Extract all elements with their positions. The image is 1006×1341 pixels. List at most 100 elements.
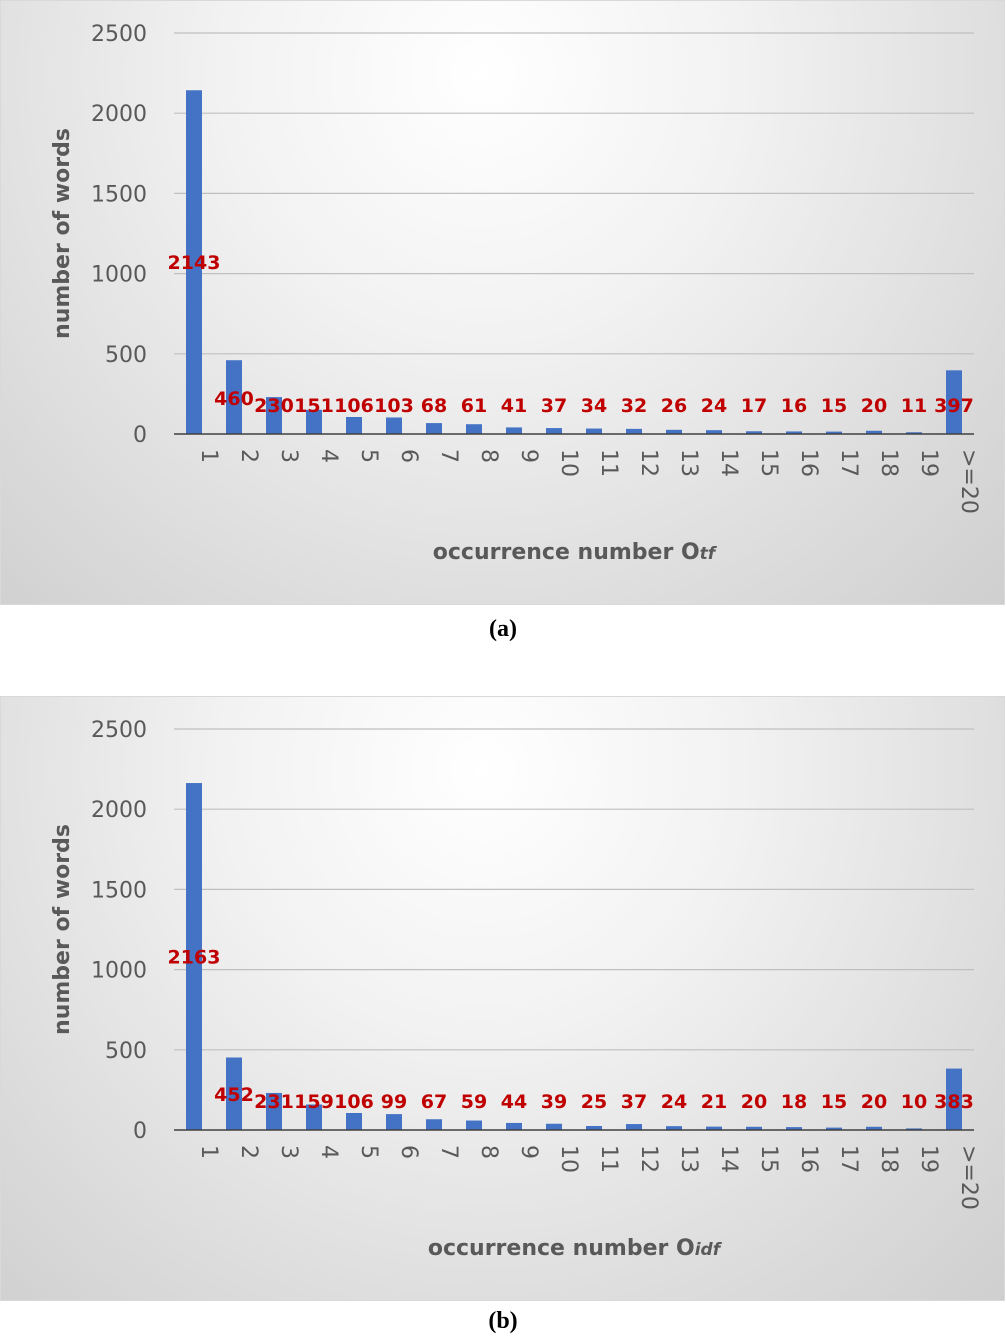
x-tick-label: 14 <box>716 1145 741 1173</box>
data-label: 99 <box>381 1091 407 1113</box>
data-label: 11 <box>901 395 927 417</box>
figure-a: 0 500 1000 1500 2000 2500 1 2 3 4 5 6 7 8 9 10 11 12 13 14 1… <box>0 0 1006 660</box>
x-tick-label: 16 <box>796 449 821 477</box>
x-tick-label: 19 <box>916 449 941 477</box>
figure-b: 0 500 1000 1500 2000 2500 1 2 3 4 5 6 7 8 9 10 11 12 13 14 1… <box>0 696 1006 1341</box>
y-tick-label: 1000 <box>91 263 147 288</box>
x-tick-label: 13 <box>676 1145 701 1173</box>
x-tick-label: 17 <box>836 1145 861 1173</box>
data-label: 37 <box>541 395 567 417</box>
x-tick-label: 15 <box>756 449 781 477</box>
x-tick-label: 8 <box>476 449 501 463</box>
x-tick-label: 5 <box>356 449 381 463</box>
data-label: 24 <box>661 1091 687 1113</box>
bar <box>746 1126 762 1130</box>
bar <box>506 1122 522 1130</box>
x-tick-label: 7 <box>436 449 461 463</box>
data-label: 68 <box>421 395 447 417</box>
data-label: 151 <box>294 395 334 417</box>
data-label: 26 <box>661 395 687 417</box>
bar <box>586 1125 602 1130</box>
bar <box>346 416 362 434</box>
x-axis-title-main: occurrence number O <box>428 1236 695 1261</box>
chart-panel-b: 0 500 1000 1500 2000 2500 1 2 3 4 5 6 7 8 9 10 11 12 13 14 1… <box>0 696 1005 1301</box>
x-tick-label: 1 <box>196 449 221 463</box>
data-label: 452 <box>214 1084 254 1106</box>
data-label: 106 <box>334 1091 374 1113</box>
y-tick-label: 1000 <box>91 959 147 984</box>
data-label: 2143 <box>168 252 221 274</box>
bar <box>386 1114 402 1130</box>
bar <box>226 1057 242 1130</box>
bar <box>906 1128 922 1130</box>
bar <box>666 429 682 434</box>
x-axis-title-subscript: tf <box>700 544 718 564</box>
x-axis-title: occurrence number Oidf <box>428 1236 723 1261</box>
y-tick-label: 0 <box>133 423 147 448</box>
figure-caption-b: (b) <box>488 1308 518 1334</box>
x-tick-label: 12 <box>636 449 661 477</box>
data-label: 39 <box>541 1091 567 1113</box>
x-tick-label: 19 <box>916 1145 941 1173</box>
y-tick-label: 2500 <box>91 718 147 743</box>
data-label: 159 <box>294 1091 334 1113</box>
data-label: 231 <box>254 1091 294 1113</box>
x-tick-label: 18 <box>876 449 901 477</box>
data-label: 34 <box>581 395 607 417</box>
data-label: 17 <box>741 395 767 417</box>
data-label: 18 <box>781 1091 807 1113</box>
x-tick-label: 11 <box>596 449 621 477</box>
data-label: 16 <box>781 395 807 417</box>
bar <box>746 431 762 434</box>
x-tick-label: 6 <box>396 449 421 463</box>
bar <box>946 370 962 434</box>
data-label: 20 <box>861 395 887 417</box>
bar <box>546 428 562 434</box>
bar <box>626 428 642 434</box>
chart-panel-a: 0 500 1000 1500 2000 2500 1 2 3 4 5 6 7 8 9 10 11 12 13 14 1… <box>0 0 1005 605</box>
x-tick-label: 1 <box>196 1145 221 1159</box>
bar <box>906 432 922 434</box>
x-tick-label: 9 <box>516 449 541 463</box>
bar <box>306 1104 322 1130</box>
data-label: 20 <box>741 1091 767 1113</box>
data-label: 106 <box>334 395 374 417</box>
x-tick-label: 16 <box>796 1145 821 1173</box>
x-tick-label: 2 <box>236 1145 261 1159</box>
data-label: 10 <box>901 1091 927 1113</box>
y-axis-title: number of words <box>50 128 75 339</box>
x-tick-label: 3 <box>276 1145 301 1159</box>
x-tick-label: 15 <box>756 1145 781 1173</box>
data-label: 397 <box>934 395 974 417</box>
x-tick-label: 9 <box>516 1145 541 1159</box>
x-tick-label: 10 <box>556 449 581 477</box>
y-tick-label: 500 <box>105 1039 147 1064</box>
bar <box>826 431 842 434</box>
bar <box>186 783 202 1130</box>
data-label: 460 <box>214 388 254 410</box>
data-label: 32 <box>621 395 647 417</box>
bar <box>426 423 442 434</box>
bar <box>266 397 282 434</box>
x-tick-label: 17 <box>836 449 861 477</box>
y-tick-label: 0 <box>133 1119 147 1144</box>
bar <box>786 1127 802 1130</box>
x-tick-label: 13 <box>676 449 701 477</box>
y-tick-label: 1500 <box>91 182 147 207</box>
data-label: 37 <box>621 1091 647 1113</box>
data-label: 230 <box>254 395 294 417</box>
x-tick-label: 3 <box>276 449 301 463</box>
data-label: 59 <box>461 1091 487 1113</box>
data-label: 41 <box>501 395 527 417</box>
bar <box>786 431 802 434</box>
data-label: 67 <box>421 1091 447 1113</box>
x-tick-label: >=20 <box>956 1145 981 1210</box>
x-tick-label: 18 <box>876 1145 901 1173</box>
x-tick-label: 5 <box>356 1145 381 1159</box>
x-tick-label: 4 <box>316 449 341 463</box>
x-tick-label: 6 <box>396 1145 421 1159</box>
data-label: 2163 <box>168 947 221 969</box>
bar <box>386 417 402 434</box>
